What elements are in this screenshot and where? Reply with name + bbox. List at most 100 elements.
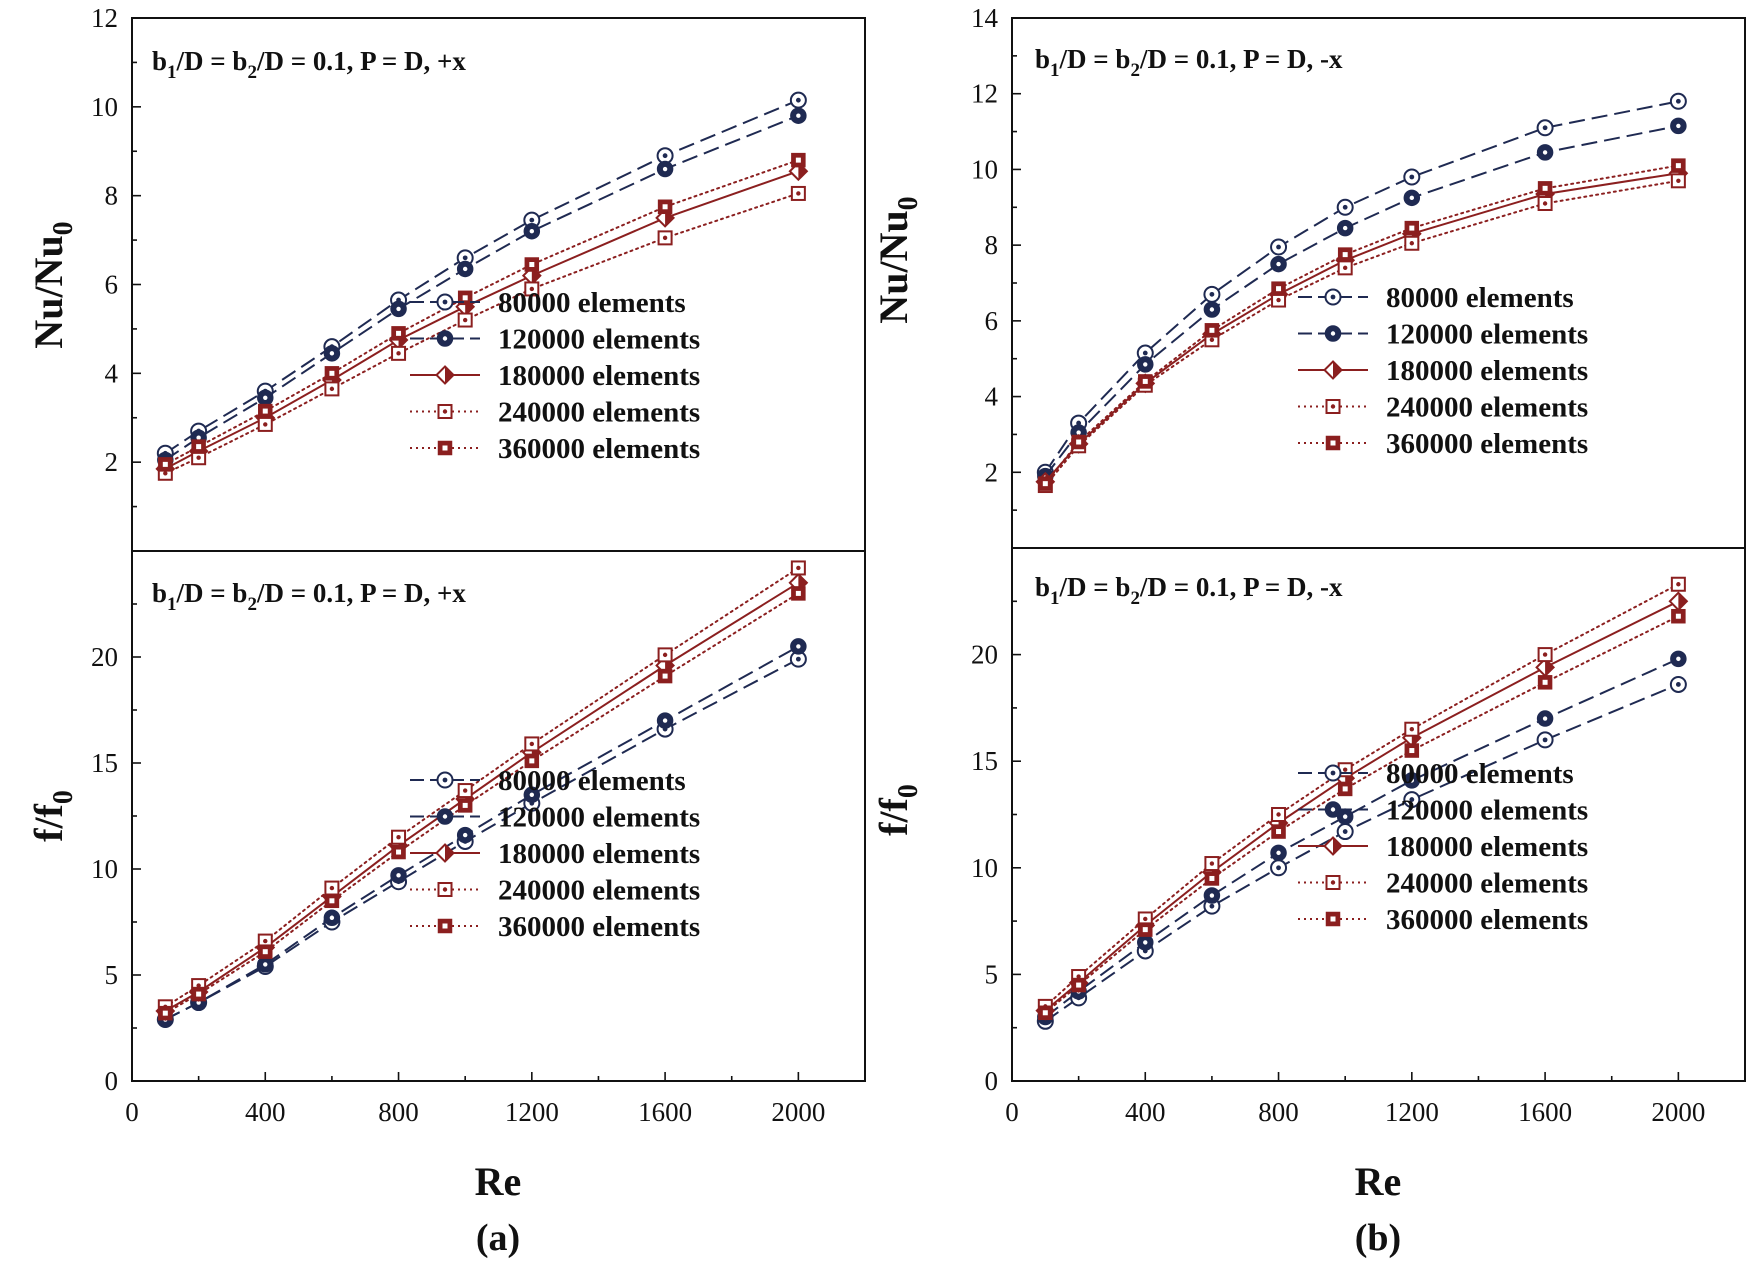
data-point-1-7 [1536,710,1554,727]
data-point-3-5 [1337,260,1353,276]
data-point-2-8 [1668,591,1689,612]
legend-marker-4 [1325,911,1341,927]
legend-label-0: 80000 elements [1386,282,1574,314]
data-point-1-4 [390,300,407,318]
legend-label-3: 240000 elements [1386,868,1588,900]
data-point-1-7 [1536,144,1554,161]
legend-label-2: 180000 elements [1386,355,1588,387]
data-point-4-3 [1204,871,1220,886]
data-point-4-5 [1337,247,1353,262]
data-point-4-0 [1038,1005,1053,1021]
y-tick-label: 10 [971,154,998,184]
legend-label-0: 80000 elements [498,765,686,797]
y-tick-label: 6 [105,270,119,300]
x-tick-label: 1200 [1385,1097,1439,1127]
data-point-1-7 [656,712,674,729]
legend: 80000 elements 120000 elements 180000 elem… [410,765,700,943]
data-point-3-4 [1271,292,1287,308]
data-point-4-8 [791,152,806,168]
data-point-4-3 [1204,323,1220,338]
y-tick-label: 12 [971,79,998,109]
legend-label-4: 360000 elements [1386,904,1588,936]
data-point-1-3 [323,909,341,927]
legend-label-0: 80000 elements [498,287,686,319]
legend-label-1: 120000 elements [498,324,700,356]
data-point-1-5 [456,260,474,278]
x-axis-title-a: Re [475,1159,522,1204]
data-point-4-2 [1138,922,1153,937]
data-point-3-3 [1204,856,1220,872]
data-point-1-6 [523,222,541,240]
data-point-3-7 [657,647,673,663]
data-point-4-1 [191,986,206,1002]
y-tick-label: 10 [971,853,998,883]
y-tick-label: 8 [985,230,999,260]
plot-b-bottom: 0 5 10 15 20 0 400 800 1200 1600 2000 80000 element… [971,576,1705,1127]
legend-label-0: 80000 elements [1386,758,1574,790]
legend-marker-0 [1324,764,1342,782]
data-point-3-5 [457,783,473,799]
data-point-4-7 [657,668,673,684]
data-point-1-3 [1203,301,1221,318]
y-tick-label: 5 [105,960,119,990]
y-tick-label: 10 [91,854,118,884]
y-tick-label: 12 [91,3,118,33]
panel-b: 2 4 6 8 10 12 14 80000 elements 120000 elements 1… [871,3,1746,1259]
data-point-4-2 [258,944,273,959]
legend-label-4: 360000 elements [1386,428,1588,460]
x-tick-label: 1600 [638,1097,692,1127]
annotation-a-top: b1/D = b2/D = 0.1, P = D, +x [152,46,466,83]
data-point-1-2 [1137,934,1154,951]
plot-b-top: 2 4 6 8 10 12 14 80000 elements 120000 elements 1… [971,3,1689,511]
y-tick-label: 2 [105,447,119,477]
legend-marker-0 [1324,288,1342,306]
data-point-1-2 [257,956,274,973]
legend-label-1: 120000 elements [1386,319,1588,351]
data-point-0-3 [1203,285,1221,303]
data-point-1-2 [1137,356,1154,373]
y-tick-label: 15 [971,746,998,776]
data-point-4-1 [191,439,206,454]
x-tick-label: 2000 [1651,1097,1705,1127]
legend-label-3: 240000 elements [498,875,700,907]
y-tick-label: 5 [985,959,999,989]
legend-label-4: 360000 elements [498,433,700,465]
legend-marker-2 [435,843,455,863]
data-point-3-8 [790,560,806,576]
data-point-1-4 [390,867,407,884]
x-tick-label: 400 [1125,1097,1166,1127]
legend-label-2: 180000 elements [498,838,700,870]
panel-b-top-frame [1011,17,1746,549]
legend: 80000 elements 120000 elements 180000 elem… [1298,758,1588,936]
y-tick-label: 4 [985,382,999,412]
y-axis-title-a-top: Nu/Nu0 [26,221,79,348]
x-tick-label: 2000 [771,1097,825,1127]
data-point-3-4 [391,345,407,361]
legend: 80000 elements 120000 elements 180000 elem… [1298,282,1588,460]
legend: 80000 elements 120000 elements 180000 elem… [410,287,700,465]
y-tick-label: 0 [985,1066,999,1096]
data-point-4-4 [1271,824,1286,839]
legend-label-3: 240000 elements [498,397,700,429]
data-point-3-3 [324,381,340,397]
data-point-3-5 [457,312,473,328]
data-point-1-8 [1670,650,1687,668]
y-tick-label: 15 [91,748,118,778]
legend-label-2: 180000 elements [498,360,700,392]
legend-label-4: 360000 elements [498,911,700,943]
caption-b: (b) [1355,1217,1401,1259]
annotation-b-bottom: b1/D = b2/D = 0.1, P = D, -x [1035,572,1343,609]
legend-label-2: 180000 elements [1386,831,1588,863]
data-point-1-8 [790,107,807,124]
data-point-4-1 [1071,977,1086,993]
data-point-4-5 [457,798,473,813]
y-tick-label: 14 [971,3,999,33]
data-point-4-0 [158,457,173,472]
legend-marker-2 [435,365,455,385]
data-point-4-3 [324,366,340,381]
data-point-4-8 [1671,608,1686,624]
legend-label-3: 240000 elements [1386,392,1588,424]
legend-label-1: 120000 elements [1386,795,1588,827]
data-point-1-5 [1336,219,1354,237]
